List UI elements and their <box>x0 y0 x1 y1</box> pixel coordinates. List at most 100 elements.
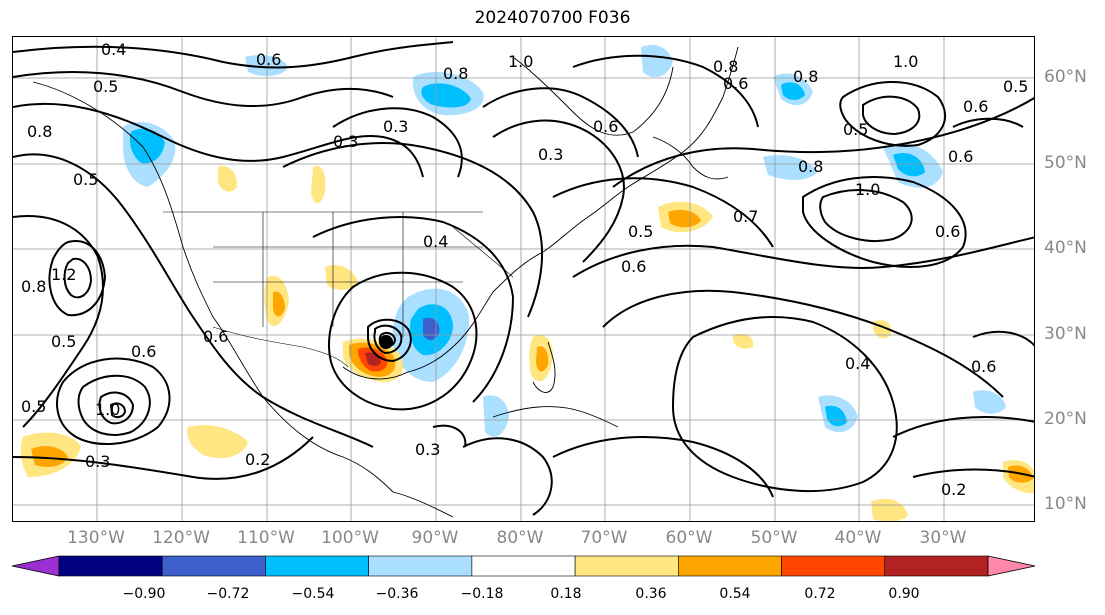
longitude-label: 90°W <box>411 528 459 548</box>
orange-region <box>536 346 549 372</box>
colorbar-tick-label: 0.72 <box>804 586 836 602</box>
contour-label: 0.3 <box>85 452 110 471</box>
contour-label: 0.4 <box>845 354 870 373</box>
contour-label: 0.5 <box>1003 77 1028 96</box>
contour-label: 0.5 <box>51 332 76 351</box>
contour-label: 1.0 <box>95 400 120 419</box>
latitude-label: 30°N <box>1044 324 1087 344</box>
contour-label: 0.6 <box>203 327 228 346</box>
latitude-label: 50°N <box>1044 153 1087 173</box>
contour-label: 1.0 <box>855 180 880 199</box>
longitude-label: 40°W <box>834 528 882 548</box>
contour-label: 0.8 <box>798 157 823 176</box>
contour-label: 0.7 <box>733 207 758 226</box>
contour-label: 0.5 <box>843 120 868 139</box>
blue-region <box>129 128 165 164</box>
contour-label: 0.5 <box>21 397 46 416</box>
colorbar-segment <box>781 555 886 577</box>
longitude-label: 100°W <box>321 528 379 548</box>
latitude-label: 10°N <box>1044 494 1087 514</box>
contour-label: 0.4 <box>101 40 126 59</box>
shaded-regions <box>20 44 1034 521</box>
blue-region <box>423 317 440 341</box>
longitude-label: 50°W <box>750 528 798 548</box>
map-panel: 0.4 0.5 0.8 0.6 0.8 1.0 0.6 0.8 1.0 0.8 … <box>12 36 1035 522</box>
contour-label: 0.8 <box>713 57 738 76</box>
blue-region <box>641 44 673 78</box>
longitude-label: 130°W <box>67 528 125 548</box>
contour-label: 0.4 <box>423 232 448 251</box>
blue-region <box>421 83 471 108</box>
orange-region <box>668 209 701 228</box>
colorbar-segments <box>11 555 1036 577</box>
orange-region <box>733 333 754 349</box>
blue-region <box>245 55 288 77</box>
orange-region <box>871 498 908 521</box>
colorbar-tick-label: 0.18 <box>550 586 582 602</box>
contour-label: 0.2 <box>941 480 966 499</box>
storm-center-marker <box>379 335 393 349</box>
colorbar-tick-label: −0.54 <box>291 586 335 602</box>
colorbar-tick-label: 0.90 <box>888 586 920 602</box>
latitude-label: 40°N <box>1044 238 1087 258</box>
contour-lines <box>13 41 1034 516</box>
colorbar-tick-label: −0.36 <box>375 586 419 602</box>
contour-label: 0.5 <box>628 222 653 241</box>
latitude-label: 60°N <box>1044 67 1087 87</box>
orange-region <box>31 446 68 467</box>
colorbar-tick-label: 0.36 <box>635 586 667 602</box>
contour-label: 0.3 <box>538 145 563 164</box>
contour-label: 0.8 <box>793 67 818 86</box>
colorbar-segment <box>884 555 989 577</box>
contour-label: 0.3 <box>383 117 408 136</box>
orange-region <box>311 165 326 204</box>
contour-label: 0.3 <box>333 132 358 151</box>
colorbar-segment <box>265 555 369 577</box>
contour-label: 0.8 <box>27 122 52 141</box>
contour-label: 0.6 <box>723 74 748 93</box>
colorbar-segment <box>368 555 473 577</box>
contour-label: 0.5 <box>93 77 118 96</box>
contour-label: 0.8 <box>21 277 46 296</box>
colorbar-segment <box>678 555 782 577</box>
blue-region <box>763 155 818 180</box>
contour-label: 0.2 <box>245 450 270 469</box>
colorbar-tick-label: −0.18 <box>460 586 504 602</box>
contour-label-layer: 0.4 0.5 0.8 0.6 0.8 1.0 0.6 0.8 1.0 0.8 … <box>21 40 1028 499</box>
graticule <box>13 37 1034 521</box>
colorbar-segment <box>58 555 163 577</box>
longitude-label: 80°W <box>496 528 544 548</box>
latitude-label: 20°N <box>1044 409 1087 429</box>
longitude-label: 60°W <box>665 528 713 548</box>
blue-region <box>973 390 1006 414</box>
colorbar-segment <box>161 555 266 577</box>
map-title: 2024070700 F036 <box>474 8 631 28</box>
contour-label: 0.8 <box>443 64 468 83</box>
contour-label: 0.6 <box>935 222 960 241</box>
longitude-label: 120°W <box>152 528 210 548</box>
colorbar-tick-label: 0.54 <box>719 586 751 602</box>
contour-label: 1.2 <box>51 265 76 284</box>
colorbar-tick-label: −0.90 <box>122 586 166 602</box>
contour-label: 0.6 <box>963 97 988 116</box>
colorbar-tick-label: −0.72 <box>206 586 250 602</box>
longitude-label: 110°W <box>237 528 295 548</box>
orange-region <box>273 291 285 317</box>
contour-label: 0.3 <box>415 440 440 459</box>
orange-region <box>187 425 248 459</box>
blue-region <box>825 405 847 427</box>
contour-label: 1.0 <box>893 52 918 71</box>
contour-label: 0.6 <box>131 342 156 361</box>
blue-region <box>781 82 805 100</box>
borders <box>163 211 514 368</box>
weather-map: 0.4 0.5 0.8 0.6 0.8 1.0 0.6 0.8 1.0 0.8 … <box>13 37 1034 521</box>
coastlines <box>32 46 739 518</box>
longitude-label: 70°W <box>580 528 628 548</box>
colorbar-extend-low <box>11 555 60 577</box>
orange-region <box>218 166 238 192</box>
contour-label: 0.5 <box>73 170 98 189</box>
colorbar-segment <box>574 555 679 577</box>
contour-label: 0.6 <box>621 257 646 276</box>
contour-label: 0.6 <box>971 357 996 376</box>
contour-label: 0.6 <box>948 147 973 166</box>
